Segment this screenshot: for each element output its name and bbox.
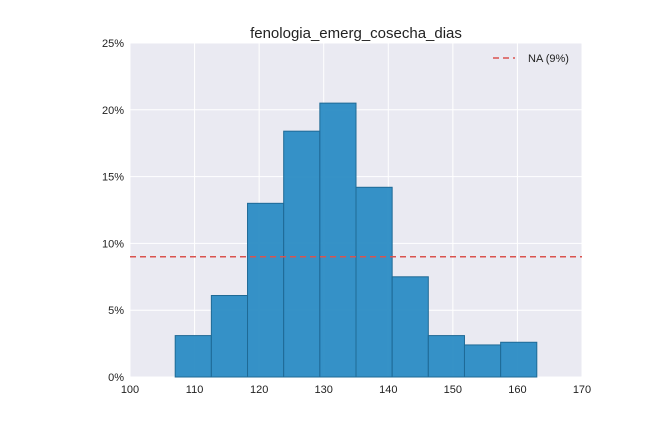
- x-tick-label: 140: [379, 384, 397, 396]
- chart-title: fenologia_emerg_cosecha_dias: [250, 25, 462, 42]
- x-tick-label: 120: [250, 384, 268, 396]
- histogram-bar: [283, 130, 321, 378]
- x-tick-label: 160: [508, 384, 526, 396]
- x-tick-label: 150: [444, 384, 462, 396]
- x-tick-label: 100: [121, 384, 139, 396]
- histogram-bar: [427, 335, 465, 378]
- y-tick-label: 20%: [102, 105, 124, 117]
- y-tick-label: 15%: [102, 172, 124, 184]
- y-tick-label: 5%: [108, 305, 124, 317]
- histogram-bar: [391, 276, 429, 378]
- x-tick-label: 170: [573, 384, 591, 396]
- histogram-bar: [500, 341, 538, 378]
- histogram-bar: [247, 202, 285, 378]
- y-tick-label: 25%: [102, 38, 124, 50]
- x-tick-label: 110: [186, 384, 204, 396]
- y-tick-label: 10%: [102, 238, 124, 250]
- histogram-bar: [319, 102, 357, 378]
- histogram-bar: [355, 186, 393, 378]
- legend: NA (9%): [493, 53, 569, 65]
- x-tick-labels: 100 110 120 130 140 150 160 170: [121, 384, 591, 396]
- y-tick-labels: 0% 5% 10% 15% 20% 25%: [102, 38, 124, 384]
- histogram-bar: [210, 295, 249, 378]
- bars: [174, 102, 538, 378]
- y-tick-label: 0%: [108, 372, 124, 384]
- histogram-bar: [463, 344, 502, 378]
- x-tick-label: 130: [315, 384, 333, 396]
- legend-label: NA (9%): [528, 53, 569, 65]
- histogram-bar: [174, 335, 212, 378]
